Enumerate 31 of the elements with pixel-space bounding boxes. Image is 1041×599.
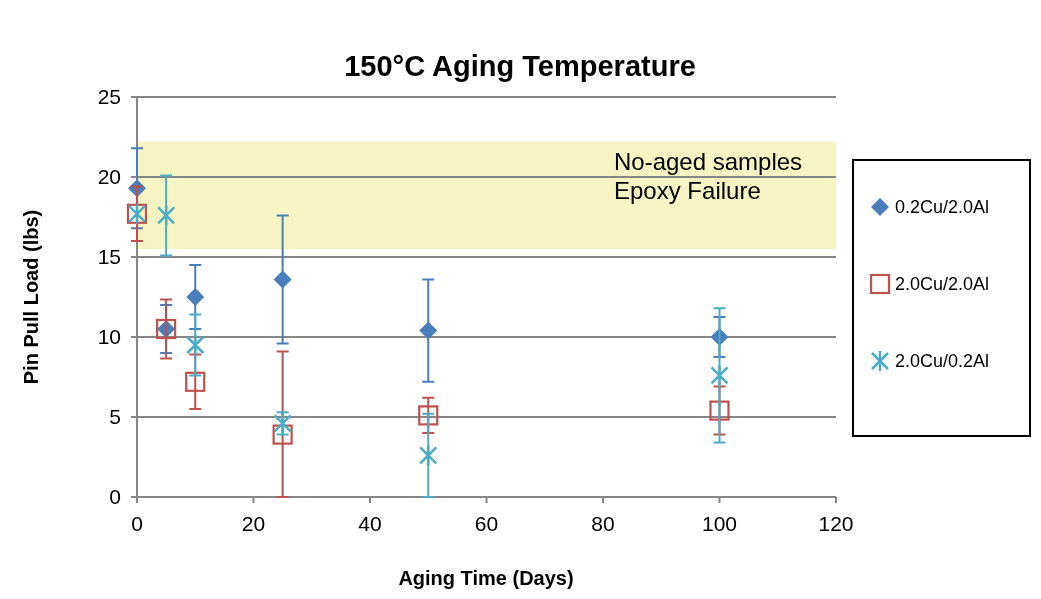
- legend-label: 0.2Cu/2.0Al: [895, 197, 990, 218]
- point: [273, 270, 292, 289]
- legend-label: 2.0Cu/0.2Al: [895, 351, 990, 372]
- point: [185, 371, 206, 392]
- point: [186, 333, 205, 357]
- point: [710, 364, 729, 387]
- y-tick-label: 0: [109, 485, 121, 509]
- x-tick-label: 100: [701, 512, 738, 535]
- x-tick-label: 80: [591, 512, 615, 535]
- legend-label: 2.0Cu/2.0Al: [895, 274, 990, 295]
- x-tick-label: 60: [474, 512, 499, 535]
- point: [272, 424, 293, 445]
- x-axis-title: Aging Time (Days): [398, 567, 574, 589]
- y-tick-label: 20: [97, 165, 121, 189]
- y-tick-label: 25: [97, 85, 121, 109]
- point: [156, 204, 176, 227]
- point: [709, 400, 730, 421]
- point: [418, 405, 439, 426]
- x-tick-label: 20: [241, 512, 266, 535]
- point: [419, 444, 438, 467]
- y-tick-label: 5: [109, 405, 121, 429]
- y-axis-title: Pin Pull Load (lbs): [20, 209, 42, 385]
- y-tick-label: 15: [97, 245, 121, 269]
- x-tick-label: 0: [131, 512, 143, 535]
- y-tick-label: 10: [97, 325, 121, 349]
- x-tick-label: 40: [358, 512, 382, 535]
- chart-title: 150°C Aging Temperature: [344, 50, 696, 82]
- point: [186, 288, 205, 306]
- band-label: No-aged samples Epoxy Failure: [614, 147, 803, 204]
- x-tick-label: 120: [818, 512, 854, 535]
- point: [419, 321, 438, 340]
